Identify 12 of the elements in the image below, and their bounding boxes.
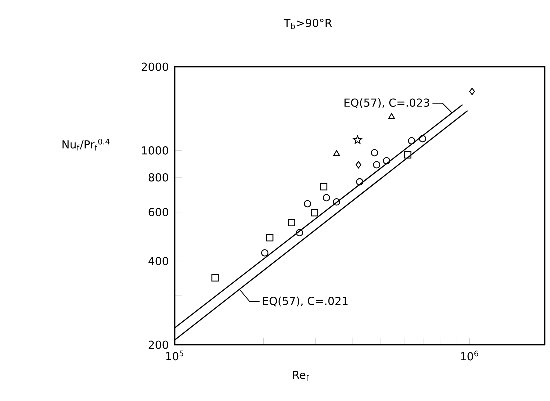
y-tick-label: 400 bbox=[148, 257, 168, 266]
y-tick-label: 800 bbox=[148, 173, 168, 182]
chart-title: T$_{b}$>90°R bbox=[284, 18, 332, 30]
annotation: EQ(57), C=.023 bbox=[344, 98, 430, 108]
y-tick-label: 600 bbox=[148, 208, 168, 216]
y-tick-label: 2000 bbox=[142, 62, 168, 72]
annotation: EQ(57), C=.021 bbox=[263, 296, 348, 307]
y-tick-label: 200 bbox=[148, 340, 168, 350]
x-tick-label: 10$^{6}$ bbox=[461, 350, 478, 361]
x-axis-title: Re$_{f}$ bbox=[293, 371, 310, 382]
x-tick-label: 10$^{5}$ bbox=[166, 350, 184, 361]
y-tick-label: 1000 bbox=[142, 146, 168, 155]
